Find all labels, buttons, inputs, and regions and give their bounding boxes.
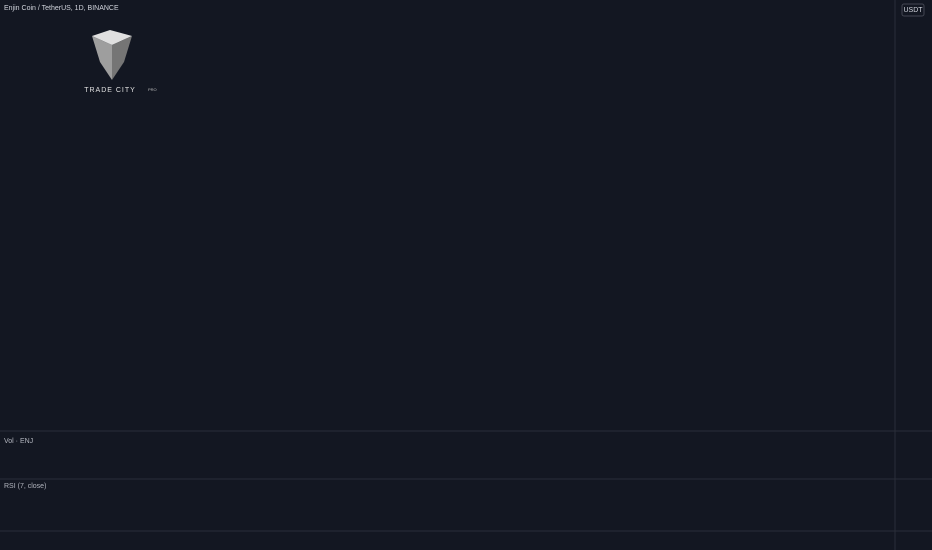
currency: USDT — [903, 7, 923, 14]
logo-sub: PRO — [148, 87, 157, 92]
logo-text: TRADE CITY — [84, 87, 136, 94]
logo-right — [112, 36, 132, 80]
logo — [92, 30, 132, 80]
logo-left — [92, 36, 112, 80]
rsi-title: RSI (7, close) — [4, 483, 46, 490]
currency-box — [901, 3, 925, 17]
volume-title: Vol · ENJ — [4, 438, 33, 445]
logo-top — [92, 30, 132, 45]
chart-title: Enjin Coin / TetherUS, 1D, BINANCE — [4, 5, 119, 12]
